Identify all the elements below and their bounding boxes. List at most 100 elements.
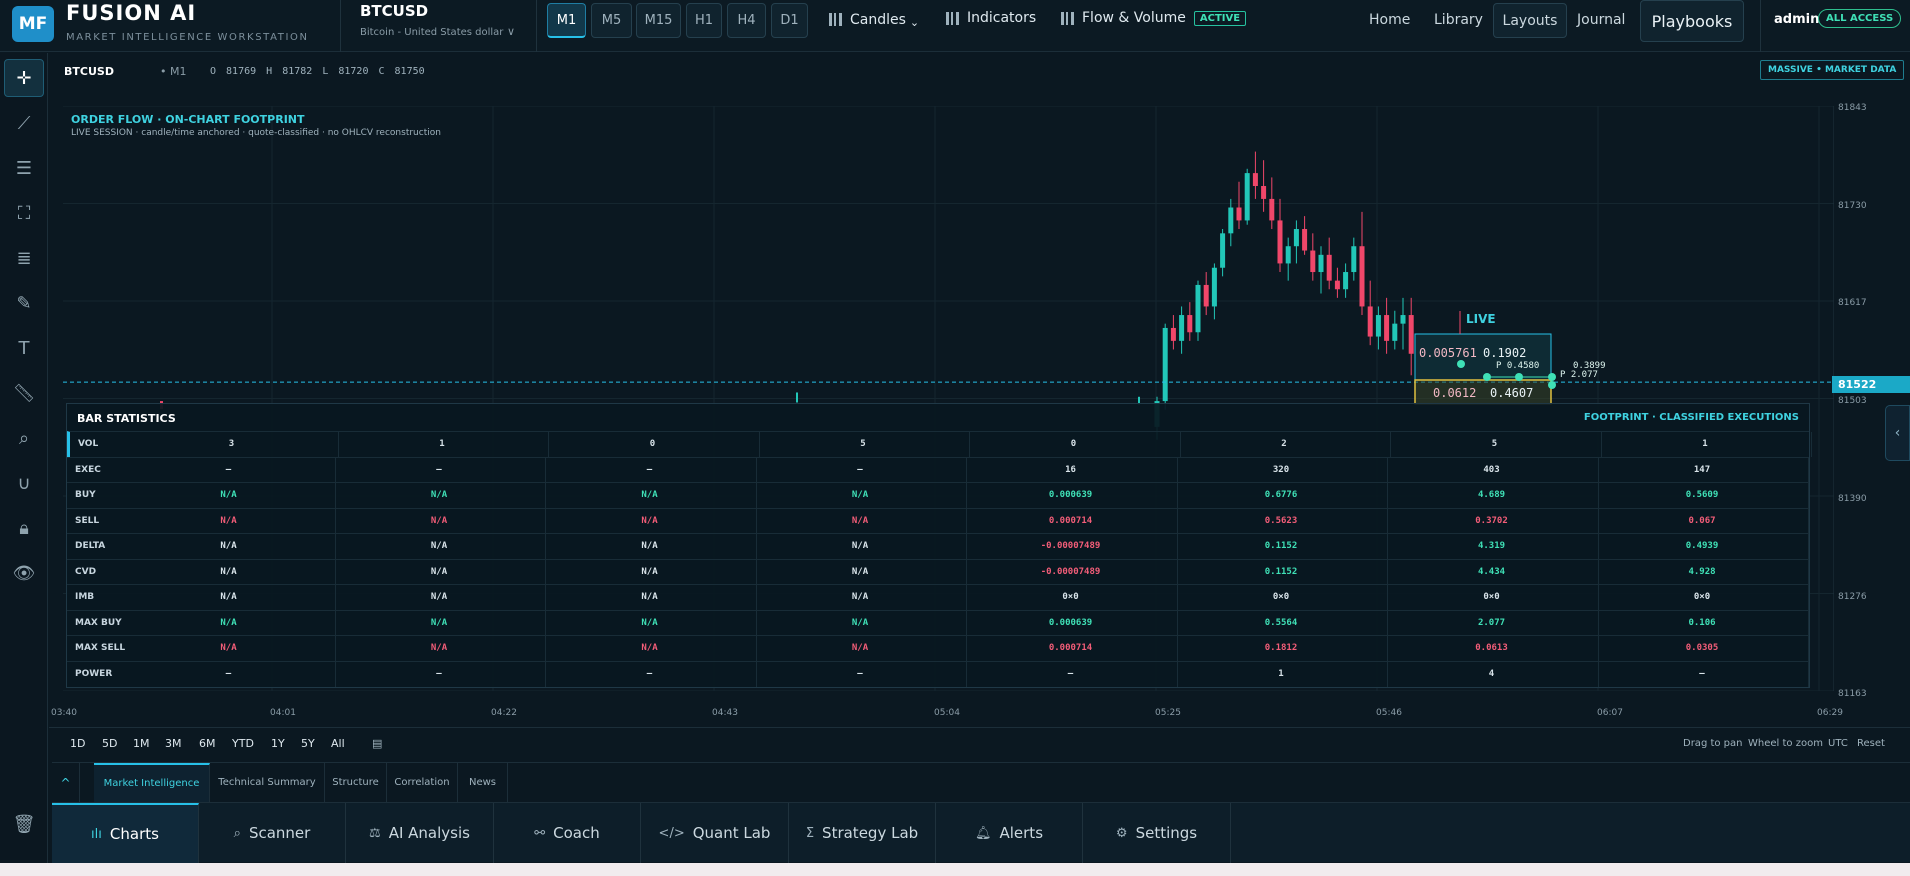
stats-cell: N/A: [220, 617, 237, 628]
flow-volume-button[interactable]: Flow & Volume ACTIVE: [1061, 10, 1247, 26]
stats-column-divider: [1597, 585, 1599, 610]
stats-row: SELL N/A N/A N/A N/A 0.000714 0.5623 0.3702 0.06…: [67, 507, 1809, 534]
nav-scanner[interactable]: ⌕ Scanner: [199, 803, 346, 863]
stats-column-divider: [1176, 559, 1178, 585]
app-logo[interactable]: MF: [12, 6, 54, 42]
stats-column-divider: [1597, 661, 1599, 687]
candles-button[interactable]: Candles ⌄: [829, 10, 919, 29]
ai-icon: ⚖: [369, 825, 381, 841]
stats-cell: N/A: [430, 592, 448, 602]
stats-column-divider: [1387, 534, 1388, 559]
tab-correlation[interactable]: Correlation: [387, 763, 458, 802]
indicators-button[interactable]: Indicators: [946, 10, 1036, 26]
stats-cell: N/A: [430, 566, 448, 577]
fib-icon[interactable]: ≣: [16, 247, 32, 269]
nav-home[interactable]: Home: [1369, 12, 1411, 28]
nav-ai-analysis[interactable]: ⚖ AI Analysis: [346, 803, 494, 863]
tab-structure[interactable]: Structure: [325, 763, 387, 802]
range-ytd[interactable]: YTD: [232, 737, 254, 750]
range-all[interactable]: All: [331, 737, 345, 750]
stats-cell: 2: [1281, 439, 1287, 449]
candle: [1261, 186, 1267, 199]
range-3m[interactable]: 3M: [165, 737, 182, 750]
timeframe-h1[interactable]: H1: [686, 3, 722, 38]
stats-cell: –: [857, 464, 863, 475]
collapse-panel-icon[interactable]: ‹: [1885, 405, 1910, 461]
nav-layouts[interactable]: Layouts: [1493, 3, 1567, 38]
time-axis-label: 05:25: [1155, 708, 1181, 718]
nav-quant-lab[interactable]: </> Quant Lab: [641, 803, 789, 863]
nav-ai-analysis-label: AI Analysis: [388, 824, 470, 842]
timeframe-m15[interactable]: M15: [636, 3, 681, 38]
lock-icon[interactable]: 🔒︎: [19, 517, 29, 539]
nav-library[interactable]: Library: [1434, 12, 1483, 28]
text-icon[interactable]: T: [18, 337, 30, 359]
timeframe-h4[interactable]: H4: [727, 3, 766, 38]
footprint-dot: [1548, 381, 1556, 389]
nav-alerts[interactable]: 🔔︎ Alerts: [936, 803, 1083, 863]
stats-column-divider: [966, 457, 967, 483]
range-5d[interactable]: 5D: [102, 737, 118, 750]
range-6m[interactable]: 6M: [199, 737, 216, 750]
symbol-dropdown-icon[interactable]: ∨: [507, 25, 516, 38]
stats-cell: 0.0305: [1685, 643, 1719, 653]
stats-column-divider: [1176, 508, 1178, 534]
range-5y[interactable]: 5Y: [301, 737, 315, 750]
nav-coach[interactable]: ⚯ Coach: [494, 803, 641, 863]
stats-cell: 0.000714: [1048, 515, 1093, 526]
tab-news[interactable]: News: [458, 763, 508, 802]
stats-column-divider: [1808, 483, 1809, 508]
stats-cell: 4.434: [1477, 566, 1506, 577]
flow-icon: [1061, 11, 1074, 25]
stats-column-divider: [1808, 508, 1809, 534]
footprint-buy-value: 0.4607: [1490, 386, 1533, 400]
collapse-tabs-icon[interactable]: ^: [52, 763, 80, 802]
nav-strategy-lab[interactable]: Σ Strategy Lab: [789, 803, 936, 863]
pencil-icon[interactable]: ✎: [16, 292, 32, 314]
trend-line-icon[interactable]: ⟋: [17, 112, 31, 134]
tab-market-intelligence[interactable]: Market Intelligence: [94, 763, 210, 802]
zoom-icon[interactable]: ⌕: [18, 427, 30, 449]
stats-subtitle: FOOTPRINT · CLASSIFIED EXECUTIONS: [1583, 412, 1799, 423]
stats-cell: 0.1152: [1264, 541, 1298, 551]
tab-technical-summary[interactable]: Technical Summary: [210, 763, 325, 802]
trash-icon[interactable]: 🗑︎: [12, 813, 36, 835]
zoom-hint: Wheel to zoom: [1748, 738, 1823, 749]
stats-column-divider: [334, 508, 336, 534]
symbol-ticker[interactable]: BTCUSD: [360, 2, 429, 20]
eye-icon[interactable]: 👁︎: [12, 562, 36, 584]
timeframe-m5[interactable]: M5: [591, 3, 632, 38]
node-icon[interactable]: ⛶: [17, 202, 31, 224]
pan-hint: Drag to pan: [1683, 738, 1743, 749]
user-name[interactable]: admin: [1774, 12, 1820, 27]
stats-row: CVD N/A N/A N/A N/A -0.00007489 0.1152 4.434 4.9…: [67, 558, 1809, 585]
sliders-icon[interactable]: ☰: [15, 157, 33, 179]
range-1m[interactable]: 1M: [133, 737, 150, 750]
timeframe-m1[interactable]: M1: [547, 3, 586, 38]
stats-cell: 4.928: [1688, 566, 1716, 577]
candle: [1228, 207, 1234, 234]
range-1y[interactable]: 1Y: [271, 737, 285, 750]
nav-playbooks[interactable]: Playbooks: [1640, 0, 1744, 42]
footprint-highlight: [1414, 379, 1552, 405]
timezone-button[interactable]: UTC: [1828, 738, 1848, 749]
nav-charts[interactable]: ılı Charts: [52, 803, 199, 863]
candle: [1384, 315, 1390, 341]
nav-settings[interactable]: ⚙ Settings: [1083, 803, 1231, 863]
range-1d[interactable]: 1D: [70, 737, 86, 750]
timeframe-d1[interactable]: D1: [771, 3, 808, 38]
nav-journal[interactable]: Journal: [1577, 12, 1626, 28]
reset-button[interactable]: Reset: [1857, 738, 1885, 749]
ruler-icon[interactable]: 📏︎: [12, 382, 36, 404]
crosshair-icon[interactable]: ✛: [4, 59, 44, 97]
stats-column-divider: [1808, 559, 1809, 585]
stats-cell: N/A: [641, 617, 658, 628]
stats-cell: 4.689: [1477, 490, 1506, 500]
stats-column-divider: [755, 508, 757, 534]
magnet-icon[interactable]: ∪: [17, 472, 31, 494]
calendar-icon[interactable]: ▤: [372, 737, 383, 750]
stats-column-divider: [966, 585, 967, 610]
stats-column-divider: [966, 534, 967, 559]
stats-column-divider: [334, 559, 336, 585]
stats-cell: 0.5623: [1264, 515, 1298, 526]
